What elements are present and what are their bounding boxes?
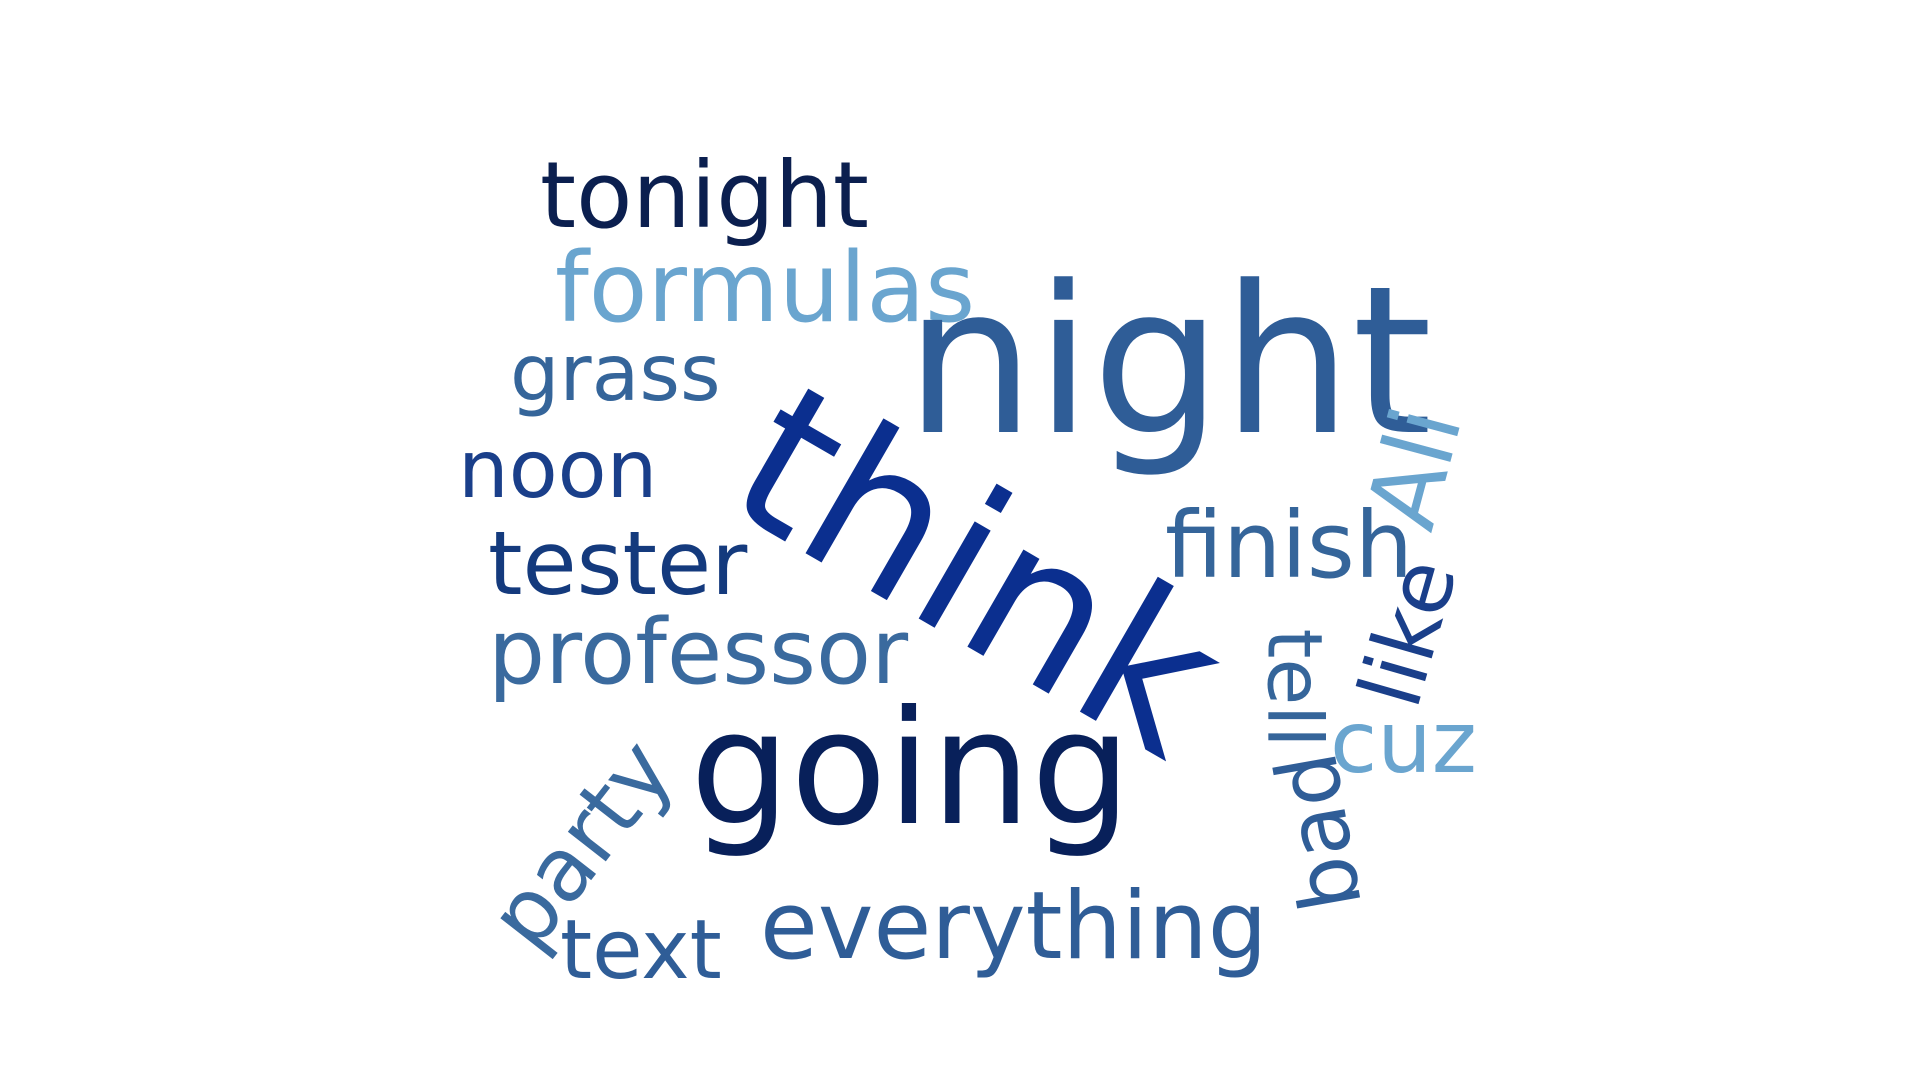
word-tester: tester [488,512,748,615]
word-bad: bad [1257,745,1382,919]
word-noon: noon [458,423,658,516]
word-going: going [690,677,1132,861]
word-text: text [560,903,722,998]
word-grass: grass [510,329,721,419]
word-tonight: tonight [540,142,870,249]
word-cuz: cuz [1330,693,1477,793]
word-professor: professor [488,600,909,705]
word-formulas: formulas [555,232,976,344]
word-night: night [905,243,1433,481]
word-tell: tell [1250,628,1340,748]
word-finish: finish [1165,492,1414,599]
word-everything: everything [760,872,1268,981]
